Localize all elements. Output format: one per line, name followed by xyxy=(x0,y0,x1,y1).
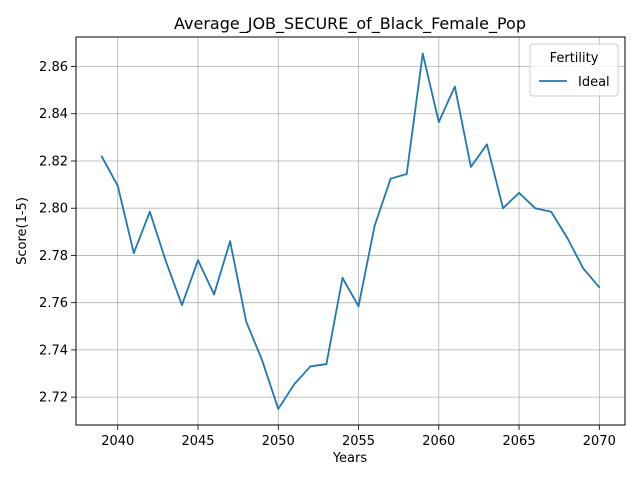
x-tick-label: 2060 xyxy=(422,434,455,449)
y-tick-label: 2.72 xyxy=(39,391,68,406)
x-tick-label: 2070 xyxy=(583,434,616,449)
data-point xyxy=(486,143,488,146)
data-point xyxy=(213,293,215,296)
data-point xyxy=(502,207,504,210)
y-tick-label: 2.82 xyxy=(39,154,68,169)
data-point xyxy=(100,155,103,158)
data-point xyxy=(389,177,392,180)
y-tick-label: 2.86 xyxy=(39,60,68,75)
x-tick-label: 2065 xyxy=(503,434,536,449)
data-point xyxy=(550,210,553,213)
y-tick-label: 2.78 xyxy=(39,249,68,264)
data-point xyxy=(373,225,376,227)
data-point xyxy=(277,408,280,410)
data-point xyxy=(132,252,135,254)
data-point xyxy=(598,286,601,289)
y-tick-label: 2.74 xyxy=(39,343,68,358)
legend: Fertility Ideal xyxy=(529,43,619,97)
data-point xyxy=(566,236,569,239)
data-point xyxy=(469,165,472,168)
data-point xyxy=(518,191,520,194)
data-point xyxy=(181,304,183,306)
data-point xyxy=(197,259,199,262)
plot-frame xyxy=(75,36,626,426)
data-point xyxy=(116,184,119,187)
y-tick-label: 2.80 xyxy=(39,202,68,217)
y-axis-label: Score(1-5) xyxy=(15,197,30,265)
x-tick-label: 2045 xyxy=(181,434,214,449)
data-point xyxy=(341,276,344,279)
data-point xyxy=(453,85,456,88)
series-line-ideal xyxy=(100,52,601,410)
legend-label-ideal: Ideal xyxy=(578,75,610,90)
y-tick-label: 2.76 xyxy=(39,296,68,311)
data-point xyxy=(582,267,585,270)
x-axis: 2040 2045 2050 2055 2060 2065 2070 xyxy=(101,425,616,449)
legend-box xyxy=(529,43,619,97)
series-layer xyxy=(100,52,601,410)
x-tick-label: 2050 xyxy=(262,434,295,449)
data-point xyxy=(325,363,328,365)
data-point xyxy=(534,207,537,210)
grid-lines xyxy=(76,37,625,425)
data-point xyxy=(245,320,248,323)
x-axis-label: Years xyxy=(332,451,368,466)
data-point xyxy=(357,305,360,308)
data-point xyxy=(405,173,408,175)
y-tick-label: 2.84 xyxy=(39,107,68,122)
data-point xyxy=(421,52,424,55)
y-axis: 2.72 2.74 2.76 2.78 2.80 2.82 2.84 2.86 xyxy=(39,60,76,406)
data-point xyxy=(293,383,296,386)
legend-title: Fertility xyxy=(550,51,599,66)
chart-title: Average_JOB_SECURE_of_Black_Female_Pop xyxy=(174,14,526,34)
x-tick-label: 2055 xyxy=(342,434,375,449)
data-point xyxy=(164,260,167,263)
data-point xyxy=(437,121,440,123)
data-point xyxy=(261,359,264,362)
data-point xyxy=(309,365,312,368)
x-tick-label: 2040 xyxy=(101,434,134,449)
data-point xyxy=(148,210,151,213)
data-point xyxy=(229,240,232,243)
